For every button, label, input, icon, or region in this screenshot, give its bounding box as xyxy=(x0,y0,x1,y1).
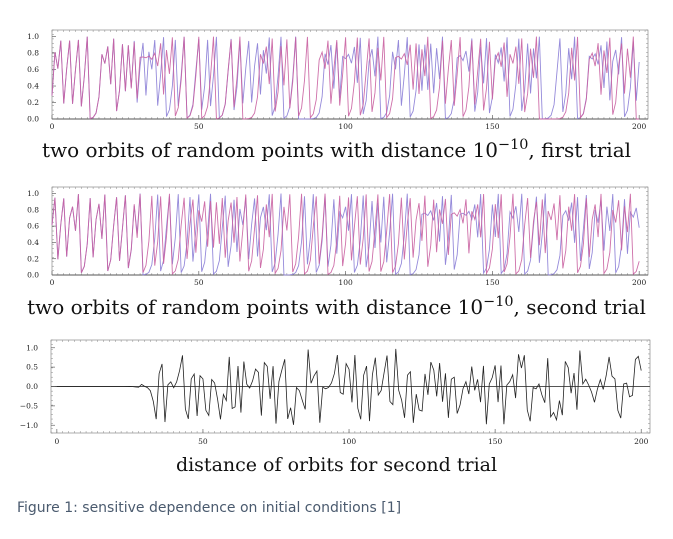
chart-1-caption: two orbits of random points with distanc… xyxy=(0,138,673,162)
x-tick-label: 50 xyxy=(194,122,204,131)
y-tick-label: 0.4 xyxy=(27,238,39,247)
orbit-series-2-line xyxy=(51,193,640,276)
x-tick-label: 200 xyxy=(632,278,647,287)
y-tick-label: 0.2 xyxy=(27,254,39,263)
chart-2-caption-exponent: −10 xyxy=(483,294,514,311)
y-tick-label: 0.6 xyxy=(27,222,39,231)
chart-3-caption: distance of orbits for second trial xyxy=(175,454,498,476)
x-tick-label: 100 xyxy=(338,122,353,131)
chart-2-caption: two orbits of random points with distanc… xyxy=(0,295,673,319)
x-tick-label: 0 xyxy=(54,437,59,446)
y-tick-label: 1.0 xyxy=(27,189,39,198)
minor-ticks xyxy=(51,29,648,120)
chart-1-plot: 0 50 100 150 200 0.0 0.2 0.4 0.6 0.8 1.0 xyxy=(27,29,649,131)
chart-panel-3: 0 50 100 150 200 1.0 0.5 0.0 −0.5 −1.0 xyxy=(0,338,673,450)
minor-ticks xyxy=(50,339,650,434)
y-tick-label: 0.5 xyxy=(26,363,38,372)
y-tick-label: −0.5 xyxy=(20,401,38,410)
y-tick-label: 0.0 xyxy=(26,382,38,391)
y-tick-label: 0.2 xyxy=(27,98,39,107)
y-tick-label: −1.0 xyxy=(20,421,38,430)
x-tick-label: 50 xyxy=(194,278,204,287)
plot-frame xyxy=(51,29,649,120)
chart-2-caption-suffix: , second trial xyxy=(513,295,646,319)
y-tick-label: 0.8 xyxy=(27,49,39,58)
chart-1-caption-prefix: two orbits of random points with distanc… xyxy=(41,138,499,162)
chart-panel-2: 0 50 100 150 200 0.0 0.2 0.4 0.6 0.8 1.0 xyxy=(0,185,673,295)
x-tick-label: 0 xyxy=(50,278,55,287)
y-tick-label: 0.8 xyxy=(27,205,39,214)
x-tick-label: 200 xyxy=(632,122,647,131)
x-tick-label: 100 xyxy=(342,437,357,446)
y-tick-label: 1.0 xyxy=(27,32,39,41)
chart-3-plot: 0 50 100 150 200 1.0 0.5 0.0 −0.5 −1.0 xyxy=(20,339,651,446)
orbit-series-2-line xyxy=(51,36,640,120)
x-tick-label: 200 xyxy=(634,437,649,446)
orbit-series-1-line xyxy=(51,193,640,276)
y-tick-label: 0.0 xyxy=(27,115,39,124)
chart-2-plot: 0 50 100 150 200 0.0 0.2 0.4 0.6 0.8 1.0 xyxy=(27,186,649,287)
x-tick-label: 100 xyxy=(338,278,353,287)
chart-1-caption-suffix: , first trial xyxy=(528,138,632,162)
y-tick-label: 1.0 xyxy=(26,343,38,352)
x-tick-label: 0 xyxy=(50,122,55,131)
x-tick-label: 150 xyxy=(485,278,500,287)
x-tick-label: 50 xyxy=(198,437,208,446)
chart-panel-1: 0 50 100 150 200 0.0 0.2 0.4 0.6 0.8 1.0 xyxy=(0,28,673,138)
chart-2-caption-prefix: two orbits of random points with distanc… xyxy=(27,295,484,319)
figure-caption: Figure 1: sensitive dependence on initia… xyxy=(17,500,402,516)
distance-series-line xyxy=(56,348,642,425)
y-tick-label: 0.4 xyxy=(27,82,39,91)
x-tick-label: 150 xyxy=(485,122,500,131)
y-tick-label: 0.0 xyxy=(27,271,39,280)
chart-1-caption-exponent: −10 xyxy=(498,137,529,154)
y-tick-label: 0.6 xyxy=(27,65,39,74)
x-tick-label: 150 xyxy=(488,437,503,446)
